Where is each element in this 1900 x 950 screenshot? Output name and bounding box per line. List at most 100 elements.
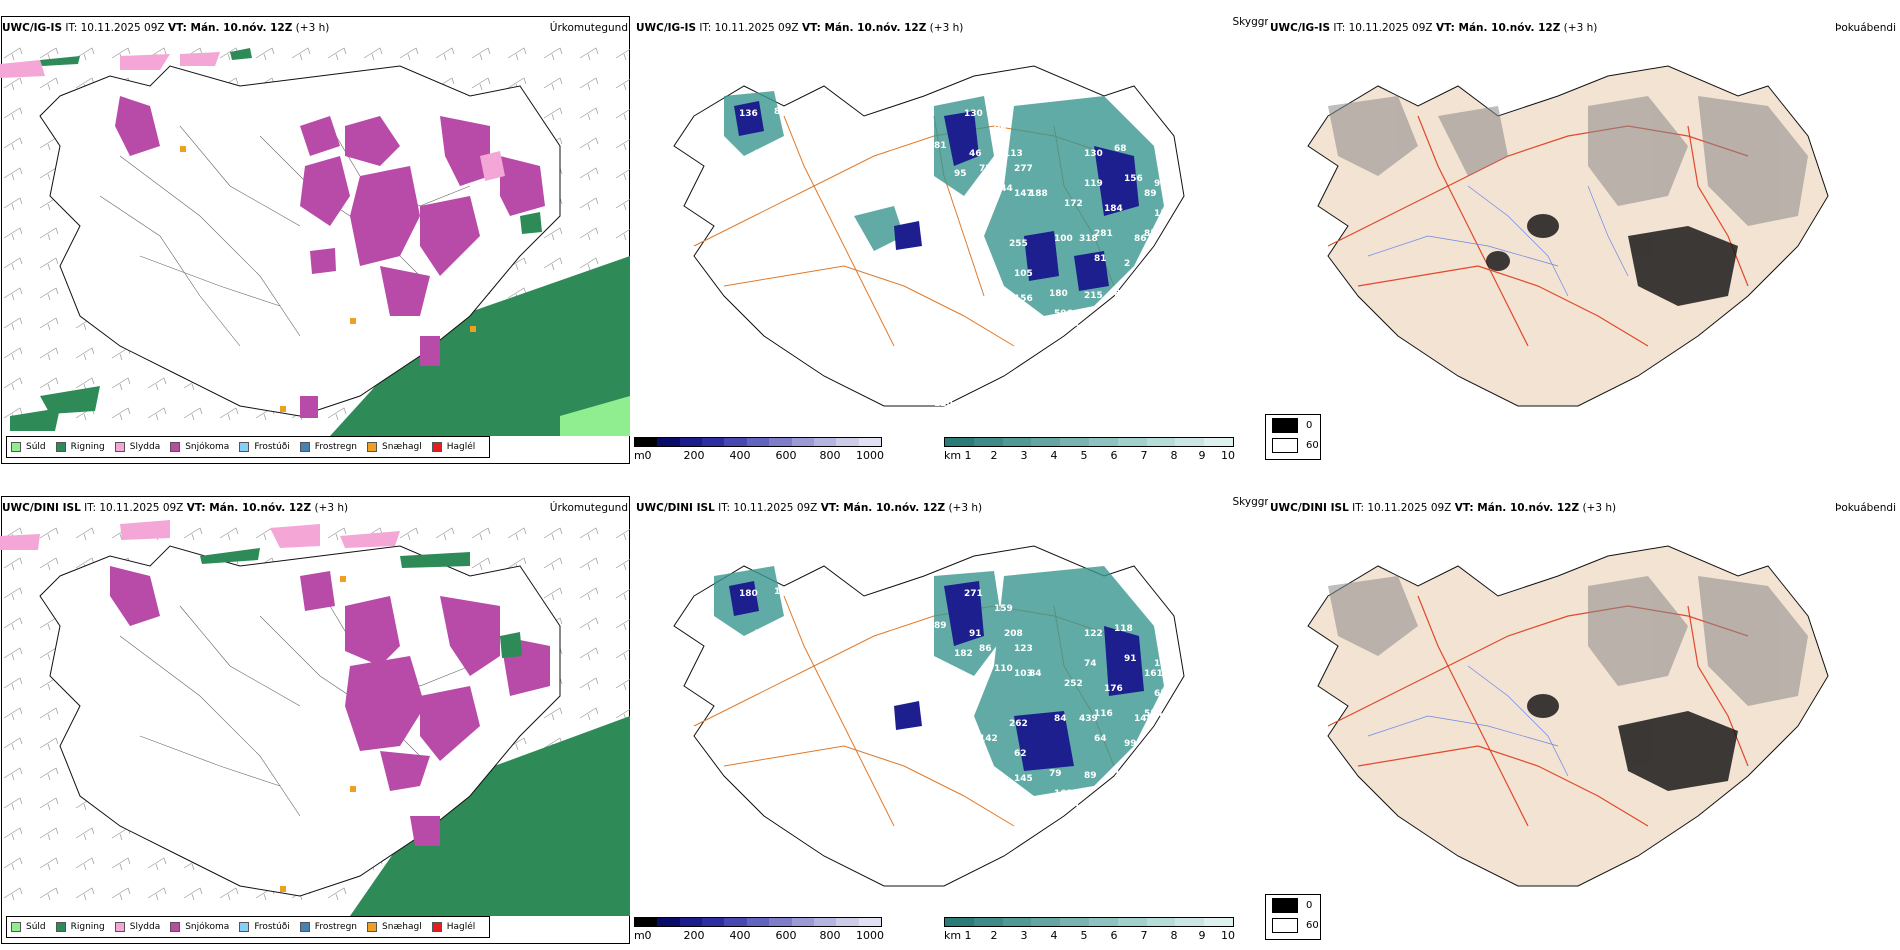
- precip-type-panel-ig: UWC/IG-IS IT: 10.11.2025 09Z VT: Mán. 10…: [0, 14, 634, 464]
- lead-time: (+3 h): [1582, 502, 1617, 514]
- legend-item: Slydda: [114, 442, 161, 452]
- visibility-label: 81: [934, 141, 947, 151]
- legend-swatch: [299, 922, 310, 932]
- lead-time: (+3 h): [314, 502, 349, 514]
- visibility-label: 89: [1144, 189, 1157, 199]
- km-colorbar-ramp: [944, 437, 1234, 447]
- precip-map: [0, 516, 630, 916]
- legend-label: Rigning: [70, 442, 105, 452]
- visibility-label: 122: [1084, 629, 1103, 639]
- visibility-label: 116: [1094, 709, 1113, 719]
- visibility-label: 142: [979, 734, 998, 744]
- fog-index-panel-dini: UWC/DINI ISL IT: 10.11.2025 09Z VT: Mán.…: [1268, 494, 1900, 944]
- legend-item: Haglél: [431, 922, 476, 932]
- fog-legend-label: 60: [1306, 919, 1319, 931]
- visibility-label: 506: [1054, 309, 1073, 319]
- legend-item: Snjókoma: [170, 442, 229, 452]
- legend-label: Frostregn: [314, 922, 358, 932]
- legend-swatch: [11, 922, 21, 932]
- height-tick: 0: [644, 449, 652, 462]
- lead-time: (+3 h): [1563, 22, 1598, 34]
- visibility-label: 190: [1154, 244, 1173, 254]
- height-tick: 1000: [856, 449, 884, 462]
- precip-type-panel-dini: UWC/DINI ISL IT: 10.11.2025 09Z VT: Mán.…: [0, 494, 634, 944]
- km-colorbar: km 1 2 3 4 5 6 7 8 9 10: [944, 437, 1235, 463]
- legend-item: Haglél: [431, 442, 475, 452]
- legend-item: Súld: [11, 922, 46, 932]
- visibility-label: 143: [1074, 804, 1093, 814]
- visibility-label: 145: [1014, 774, 1033, 784]
- visibility-label: 247: [1094, 319, 1113, 329]
- visibility-label: 85: [1144, 229, 1157, 239]
- fog-swatch: [1272, 917, 1298, 933]
- km-tick: 4: [1050, 449, 1058, 462]
- model-name: UWC/IG-IS: [2, 22, 63, 34]
- legend-item: Slydda: [114, 922, 160, 932]
- init-time: IT: 10.11.2025 09Z: [1352, 502, 1452, 514]
- km-tick: 3: [1020, 929, 1028, 942]
- fog-legend-item: 60: [1266, 435, 1320, 455]
- fog-legend-item: 60: [1266, 915, 1320, 935]
- visibility-label: 166: [884, 409, 903, 419]
- visibility-label: 89: [934, 621, 947, 631]
- fog-legend-item: 0: [1266, 895, 1320, 915]
- visibility-label: 95: [954, 169, 967, 179]
- visibility-label: 100: [1054, 234, 1073, 244]
- visibility-label: 172: [1064, 199, 1083, 209]
- legend-swatch: [55, 922, 66, 932]
- visibility-label: 215: [1084, 291, 1103, 301]
- height-ticks: m 0 200 400 600 800 1000: [634, 449, 884, 463]
- fog-swatch: [1272, 897, 1298, 913]
- visibility-label: 108: [754, 629, 773, 639]
- km-tick: 4: [1050, 929, 1058, 942]
- height-tick: 600: [775, 449, 797, 462]
- legend-label: Rigning: [70, 922, 105, 932]
- visibility-label: 255: [1009, 239, 1028, 249]
- panel-title: Þokuábendi: [1835, 502, 1896, 514]
- visibility-label: 176: [1104, 684, 1123, 694]
- legend-item: Snæhagl: [367, 922, 422, 932]
- panel-header: UWC/IG-IS IT: 10.11.2025 09Z VT: Mán. 10…: [636, 22, 963, 34]
- legend-item: Snæhagl: [367, 442, 422, 452]
- height-tick: 0: [644, 929, 652, 942]
- km-unit: km: [944, 449, 962, 462]
- visibility-label: 91: [969, 629, 982, 639]
- visibility-label: 104: [1174, 214, 1193, 224]
- height-colorbar: m 0 200 400 600 800 1000: [634, 917, 884, 943]
- km-tick: 9: [1198, 929, 1206, 942]
- km-tick: 8: [1170, 449, 1178, 462]
- fog-legend-item: 0: [1266, 415, 1320, 435]
- panel-header: UWC/DINI ISL IT: 10.11.2025 09Z VT: Mán.…: [2, 502, 348, 514]
- km-tick: 10: [1221, 449, 1235, 462]
- visibility-label: 74: [1084, 659, 1097, 669]
- visibility-label: 318: [1079, 234, 1098, 244]
- visibility-label: 92: [1174, 694, 1187, 704]
- legend-label: Slydda: [129, 442, 161, 452]
- panel-header: UWC/DINI ISL IT: 10.11.2025 09Z VT: Mán.…: [1270, 502, 1616, 514]
- visibility-label: 2: [1124, 259, 1130, 269]
- visibility-label: 148: [1134, 714, 1153, 724]
- visibility-label: 65: [1154, 689, 1167, 699]
- legend-item: Frostregn: [299, 922, 358, 932]
- panel-header: UWC/IG-IS IT: 10.11.2025 09Z VT: Mán. 10…: [1270, 22, 1597, 34]
- legend-item: Rigning: [55, 442, 105, 452]
- panel-header: UWC/IG-IS IT: 10.11.2025 09Z VT: Mán. 10…: [2, 22, 329, 34]
- visibility-label: 439: [1079, 714, 1098, 724]
- km-tick: 1: [964, 929, 972, 942]
- model-name: UWC/IG-IS: [1270, 22, 1331, 34]
- visibility-label: 105: [1014, 269, 1033, 279]
- visibility-label: 188: [1029, 189, 1048, 199]
- visibility-label: 64: [1094, 734, 1107, 744]
- fog-legend-label: 0: [1306, 899, 1313, 911]
- legend-label: Haglél: [446, 922, 476, 932]
- visibility-label: 180: [739, 589, 758, 599]
- fog-legend-label: 0: [1306, 419, 1313, 431]
- legend-swatch: [170, 922, 181, 932]
- height-tick: 400: [729, 929, 751, 942]
- precip-type-legend: Súld Rigning Slydda Snjókoma Frostúði Fr…: [6, 436, 491, 458]
- visibility-label: 96: [994, 124, 1007, 134]
- model-name: UWC/DINI ISL: [636, 502, 715, 514]
- visibility-label: 120: [934, 399, 953, 409]
- visibility-label: 72: [979, 164, 992, 174]
- height-tick: 800: [819, 449, 841, 462]
